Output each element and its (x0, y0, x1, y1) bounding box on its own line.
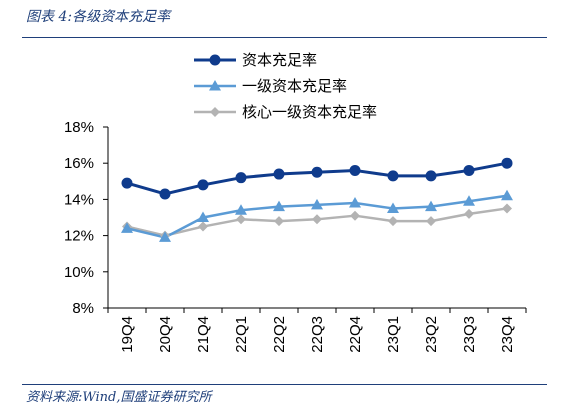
title-divider (22, 37, 547, 38)
data-point-series-2 (236, 214, 246, 225)
data-point-series-0 (501, 157, 513, 169)
y-tick-label: 10% (64, 264, 94, 281)
data-point-series-1 (311, 198, 323, 210)
data-point-series-0 (235, 172, 247, 184)
data-point-series-0 (425, 170, 437, 182)
data-point-series-0 (387, 170, 399, 182)
data-point-series-1 (121, 222, 133, 233)
legend-label-2: 核心一级资本充足率 (242, 103, 377, 121)
x-tick-label: 22Q3 (309, 316, 326, 353)
data-point-series-2 (198, 221, 208, 232)
x-tick-label: 22Q1 (233, 316, 250, 353)
chart-axes (103, 126, 527, 313)
data-point-series-1 (273, 200, 285, 212)
data-point-series-0 (273, 168, 285, 180)
legend-marker-2 (210, 107, 220, 117)
data-point-series-1 (501, 189, 513, 201)
legend-label-1: 一级资本充足率 (242, 77, 347, 95)
y-tick-labels: 8% 10% 12% 14% 16% 18% (64, 119, 94, 317)
legend-marker-0 (209, 54, 221, 66)
data-point-series-0 (121, 177, 133, 189)
y-tick-label: 8% (72, 300, 94, 317)
x-tick-label: 20Q4 (157, 316, 174, 353)
data-point-series-2 (464, 208, 474, 219)
data-point-series-2 (502, 203, 512, 214)
data-point-series-1 (387, 202, 399, 213)
x-tick-label: 22Q4 (347, 316, 364, 353)
series-markers (121, 157, 513, 242)
x-tick-labels: 19Q4 20Q4 21Q4 22Q1 22Q2 22Q3 22Q4 23Q1 23Q2 23Q3… (119, 316, 516, 353)
y-tick-label: 12% (64, 228, 94, 245)
source-note: 资料来源:Wind,国盛证券研究所 (26, 390, 212, 405)
figure-title: 图表 4:各级资本充足率 (26, 9, 171, 25)
legend-label-0: 资本充足率 (242, 51, 317, 69)
y-tick-label: 18% (64, 119, 94, 136)
x-tick-label: 19Q4 (119, 316, 136, 353)
x-tick-label: 23Q3 (461, 316, 478, 353)
data-point-series-0 (159, 188, 171, 200)
x-tick-label: 23Q1 (385, 316, 402, 353)
data-point-series-2 (350, 210, 360, 221)
data-point-series-1 (349, 197, 361, 208)
x-tick-label: 22Q2 (271, 316, 288, 353)
data-point-series-2 (388, 216, 398, 227)
data-point-series-0 (349, 164, 361, 176)
data-point-series-1 (159, 231, 171, 242)
data-point-series-1 (197, 211, 209, 222)
data-point-series-2 (426, 216, 436, 227)
x-tick-label: 23Q4 (499, 316, 516, 353)
data-point-series-1 (235, 204, 247, 215)
data-point-series-0 (463, 164, 475, 176)
y-tick-label: 16% (64, 155, 94, 172)
data-point-series-0 (197, 179, 209, 191)
data-point-series-2 (274, 216, 284, 227)
legend-marker-1 (209, 80, 221, 91)
data-point-series-1 (425, 200, 437, 212)
data-point-series-1 (463, 195, 475, 206)
source-divider (22, 384, 547, 385)
data-point-series-0 (311, 166, 323, 178)
x-tick-label: 21Q4 (195, 316, 212, 353)
data-point-series-2 (312, 214, 322, 225)
y-tick-label: 14% (64, 191, 94, 208)
x-tick-label: 23Q2 (423, 316, 440, 353)
